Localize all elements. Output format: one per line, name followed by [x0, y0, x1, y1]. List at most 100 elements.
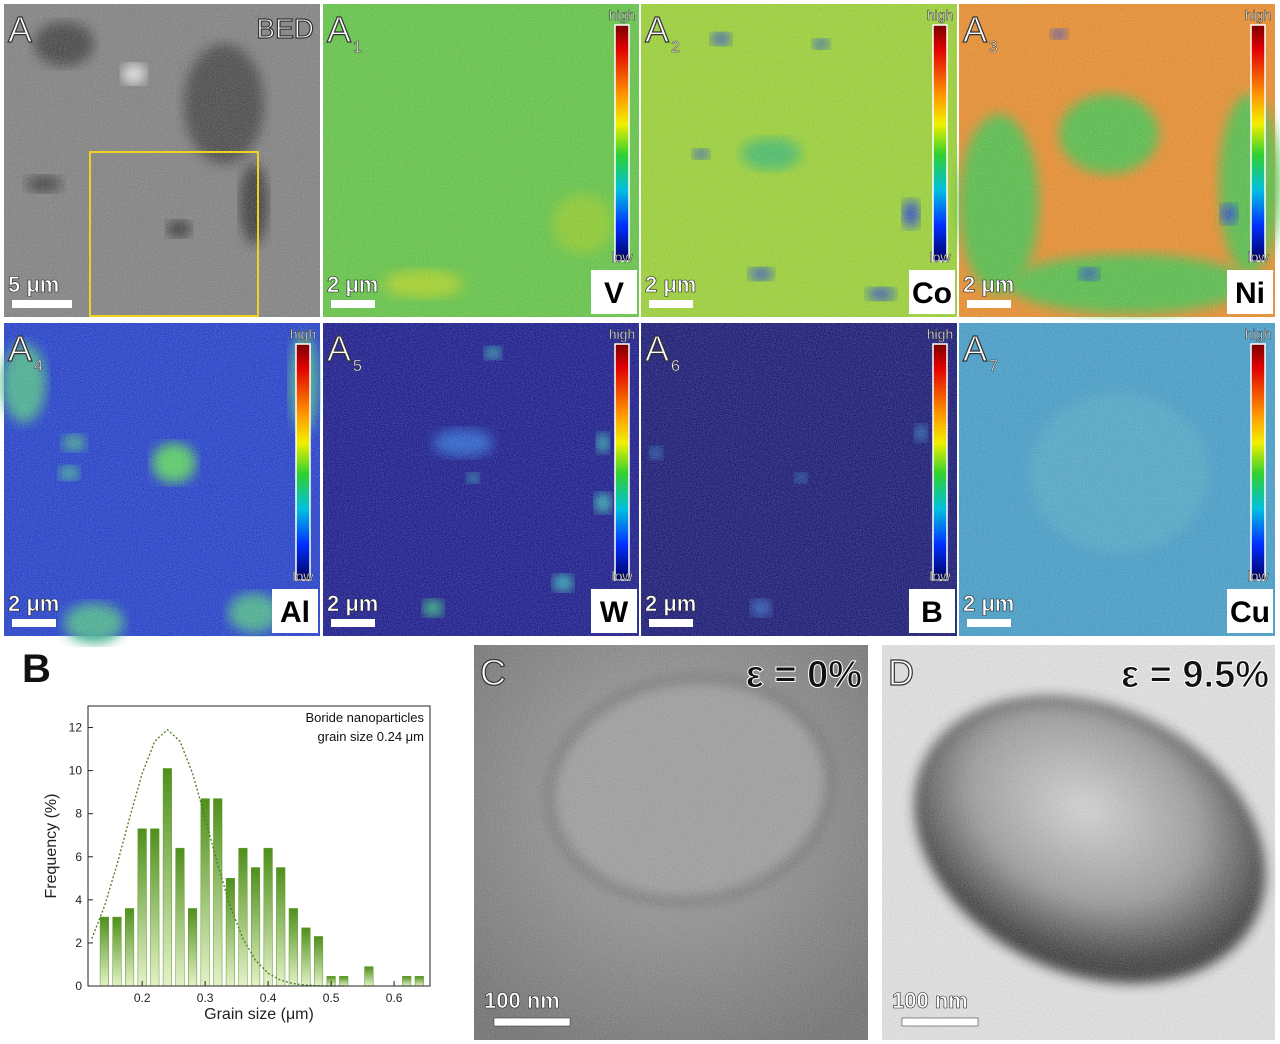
image-noise: [323, 4, 639, 317]
colorbar: [614, 24, 630, 262]
bar: [200, 798, 210, 987]
image-panel: A 5 2 μm high low W: [323, 323, 639, 636]
panel-label-sub: 2: [671, 39, 680, 56]
colorbar-high: high: [927, 7, 953, 23]
colorbar-high: high: [927, 326, 953, 342]
panel-label: A: [645, 328, 669, 369]
scale-bar: [967, 300, 1011, 308]
panel-label: A: [963, 9, 987, 50]
y-tick-label: 12: [69, 721, 83, 735]
x-axis-title: Grain size (μm): [204, 1006, 314, 1023]
bar: [250, 867, 261, 987]
scale-bar-label: 100 nm: [484, 988, 560, 1013]
scale-bar-label: 2 μm: [8, 591, 59, 616]
scale-bar-label: 2 μm: [327, 272, 378, 297]
panel-label: A: [8, 328, 32, 369]
bar: [339, 976, 349, 987]
panel-label-sub: 7: [989, 358, 998, 375]
image-noise: [641, 4, 957, 317]
colorbar-low: low: [929, 249, 951, 265]
colorbar-low: low: [611, 249, 633, 265]
y-tick-label: 4: [75, 893, 82, 907]
x-tick-label: 0.3: [197, 991, 214, 1005]
scale-bar-label: 100 nm: [892, 988, 968, 1013]
scale-bar: [901, 1017, 979, 1027]
y-tick-label: 8: [75, 807, 82, 821]
scale-bar: [493, 1017, 571, 1027]
panel-label: C: [480, 652, 506, 693]
image-noise: [4, 323, 320, 636]
plot-frame: [87, 705, 431, 987]
colorbar-high: high: [609, 7, 635, 23]
scale-bar: [331, 300, 375, 308]
colorbar-high: high: [290, 326, 316, 342]
colorbar-low: low: [1247, 249, 1269, 265]
scale-bar-label: 2 μm: [645, 591, 696, 616]
element-label: Co: [912, 277, 952, 310]
element-box: [1227, 589, 1273, 633]
bar: [313, 936, 324, 987]
panel-label: A: [327, 9, 351, 50]
colorbar: [932, 343, 948, 581]
scale-bar-label: 2 μm: [645, 272, 696, 297]
element-box: [272, 589, 318, 633]
element-box: [909, 589, 955, 633]
y-tick-label: 2: [75, 936, 82, 950]
bar: [188, 908, 198, 987]
panel-label-sub: 4: [34, 358, 43, 375]
y-tick-label: 0: [75, 979, 82, 993]
colorbar: [932, 24, 948, 262]
element-box: [909, 270, 955, 314]
image-noise: [474, 645, 868, 1040]
colorbar-low: low: [929, 568, 951, 584]
bar: [364, 966, 374, 987]
image-noise: [959, 4, 1275, 317]
image-noise: [4, 4, 320, 317]
region-box: [89, 151, 259, 317]
scale-bar-label: 2 μm: [327, 591, 378, 616]
panel-label-sub: 5: [353, 358, 362, 375]
element-label: W: [600, 596, 629, 629]
image-panel: A 6 2 μm high low B: [641, 323, 957, 636]
image-panel: A 2 2 μm high low Co: [641, 4, 957, 317]
colorbar: [1250, 343, 1266, 581]
colorbar: [614, 343, 630, 581]
bar: [263, 847, 273, 987]
bar: [99, 916, 109, 987]
image-noise: [882, 645, 1275, 1040]
panel-label: A: [645, 9, 669, 50]
element-label: V: [604, 277, 624, 310]
bar: [225, 878, 235, 987]
image-noise: [323, 323, 639, 636]
bar: [137, 828, 147, 987]
y-tick-label: 6: [75, 850, 82, 864]
x-tick-label: 0.4: [260, 991, 277, 1005]
y-axis-title: Frequency (%): [43, 794, 60, 899]
strain-label: ε = 9.5%: [1121, 654, 1269, 696]
colorbar-high: high: [609, 326, 635, 342]
scale-bar-label: 2 μm: [963, 272, 1014, 297]
panel-label-sub: 1: [353, 39, 362, 56]
image-panel: A 4 2 μm high low Al: [2, 323, 320, 643]
colorbar: [1250, 24, 1266, 262]
x-tick-label: 0.5: [323, 991, 340, 1005]
panel-label: A: [8, 9, 32, 50]
image-noise: [959, 323, 1275, 636]
colorbar-low: low: [1247, 568, 1269, 584]
strain-label: ε = 0%: [746, 654, 862, 696]
scale-bar-label: 5 μm: [8, 272, 59, 297]
x-tick-label: 0.6: [386, 991, 403, 1005]
element-label: Ni: [1235, 277, 1265, 310]
bar: [175, 847, 185, 987]
element-box: [591, 589, 637, 633]
bar: [150, 828, 160, 987]
panel-label: A: [327, 328, 351, 369]
colorbar-high: high: [1245, 326, 1271, 342]
scale-bar: [967, 619, 1011, 627]
image-panel: A 3 2 μm high low Ni: [959, 4, 1279, 317]
bar: [288, 908, 298, 987]
image-panel: A 7 2 μm high low Cu: [959, 323, 1275, 636]
